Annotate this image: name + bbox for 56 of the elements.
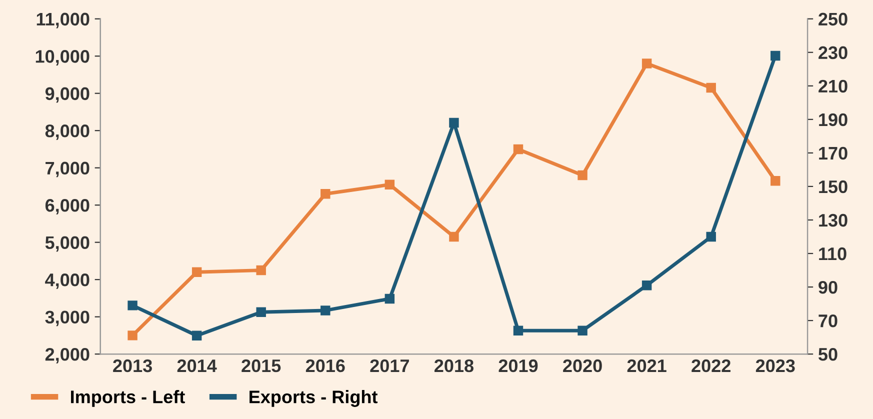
point [128, 300, 138, 310]
y2-tick-label: 250 [818, 12, 848, 26]
point [256, 307, 266, 318]
y-tick-label: 10,000 [36, 50, 90, 66]
point [192, 267, 202, 277]
y-tick-label: 5,000 [45, 236, 90, 252]
legend-label: Imports - Left [71, 390, 185, 407]
point [449, 118, 459, 128]
point [706, 82, 716, 93]
point [384, 294, 395, 304]
point [513, 326, 524, 336]
x-tick-label: 2014 [177, 359, 217, 372]
point [192, 330, 202, 340]
y2-tick-label: 150 [819, 180, 848, 194]
point [770, 176, 780, 186]
x-tick-label: 2017 [370, 359, 409, 372]
y-tick-label: 4,000 [45, 274, 90, 289]
y2-tick-label: 50 [818, 348, 838, 361]
point [449, 232, 459, 242]
x-tick-label: 2013 [113, 359, 152, 372]
y2-tick-label: 90 [818, 280, 838, 294]
x-tick-label: 2019 [498, 359, 538, 372]
point [642, 58, 652, 68]
x-tick-label: 2022 [692, 359, 730, 372]
point [128, 330, 138, 340]
point [706, 232, 716, 242]
point [770, 50, 780, 61]
point [256, 265, 266, 276]
y-tick-label: 3,000 [45, 310, 90, 326]
y2-tick-label: 210 [818, 80, 848, 93]
x-tick-label: 2021 [627, 359, 666, 372]
x-tick-label: 2015 [242, 359, 281, 372]
y2-tick-label: 70 [818, 314, 838, 328]
point [642, 280, 652, 290]
y2-tick-label: 190 [819, 113, 848, 126]
x-tick-label: 2023 [756, 359, 795, 372]
point [578, 170, 588, 180]
point [513, 144, 524, 154]
y2-tick-label: 170 [819, 146, 848, 160]
legend-label: Exports - Right [250, 390, 378, 407]
y-tick-label: 11,000 [36, 12, 90, 28]
y-tick-label: 2,000 [45, 348, 90, 364]
x-tick-label: 2020 [563, 359, 602, 372]
y2-tick-label: 130 [819, 214, 848, 227]
point [320, 189, 330, 199]
y2-tick-label: 230 [818, 46, 848, 60]
y-tick-label: 8,000 [45, 124, 90, 140]
y2-tick-label: 110 [819, 247, 846, 260]
y-tick-label: 6,000 [45, 199, 90, 214]
y-tick-label: 9,000 [45, 87, 90, 103]
point [384, 180, 395, 190]
x-tick-label: 2018 [434, 359, 474, 372]
point [320, 306, 330, 316]
point [578, 326, 588, 336]
x-tick-label: 2016 [306, 359, 345, 372]
y-tick-label: 7,000 [46, 162, 90, 178]
